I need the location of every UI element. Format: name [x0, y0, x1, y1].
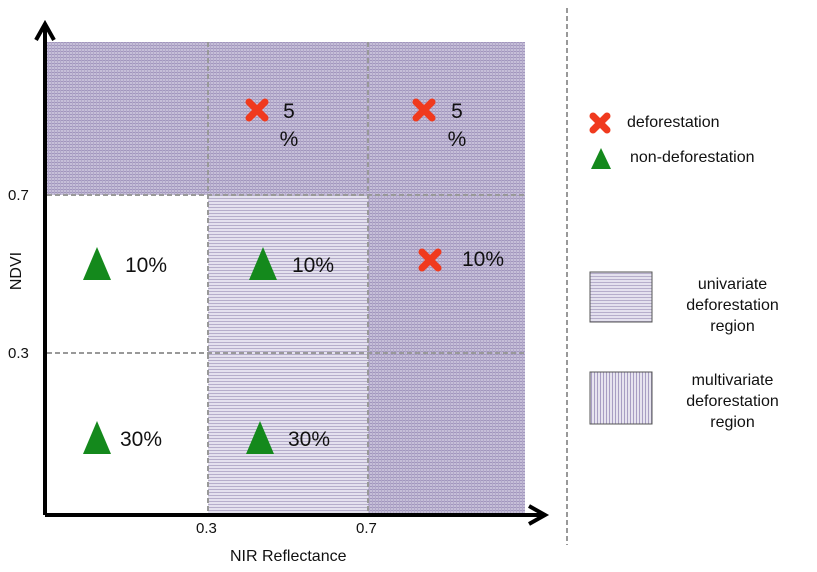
cell-label: 10% — [292, 254, 335, 277]
legend-label: non-deforestation — [630, 149, 755, 166]
y-tick-label: 0.7 — [8, 187, 29, 204]
x-tick-label: 0.7 — [356, 520, 377, 537]
cell-label: 5 % — [447, 100, 467, 151]
multivariate-region — [47, 42, 525, 195]
grid-lines — [47, 8, 568, 545]
y-axis-label: NDVI — [8, 251, 26, 291]
cell-label: 10% — [125, 254, 168, 277]
univariate-region — [208, 195, 368, 515]
multivariate-region — [368, 195, 525, 515]
legend-label: univariate deforestation region — [686, 276, 779, 335]
x-axis-label: NIR Reflectance — [230, 548, 347, 565]
axes — [34, 19, 550, 526]
deforestation-markers — [245, 98, 611, 272]
legend-label: multivariate deforestation region — [686, 372, 779, 431]
legend-label: deforestation — [627, 114, 720, 131]
cell-label: 30% — [288, 428, 331, 451]
univariate-swatch — [589, 271, 653, 323]
multivariate-swatch — [589, 371, 653, 425]
cell-label: 10% — [462, 248, 505, 271]
cell-label: 30% — [120, 428, 163, 451]
x-tick-label: 0.3 — [196, 520, 217, 537]
cell-label: 5 % — [279, 100, 299, 151]
non-deforestation-markers — [83, 148, 611, 454]
y-tick-label: 0.3 — [8, 345, 29, 362]
